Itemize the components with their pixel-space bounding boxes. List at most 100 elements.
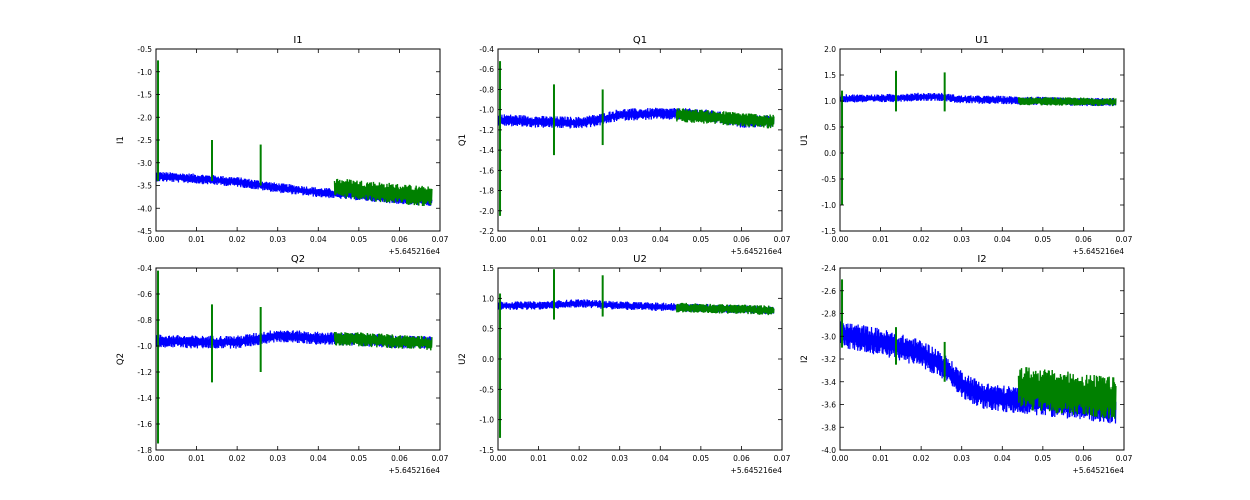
x-tick-label: 0.00	[148, 235, 165, 244]
y-tick-label: -3.4	[821, 378, 836, 387]
x-tick-label: 0.04	[994, 454, 1011, 463]
x-tick-label: 0.06	[391, 235, 408, 244]
x-tick-label: 0.07	[774, 454, 791, 463]
x-offset-label: +5.645216e4	[1073, 466, 1125, 475]
x-tick-label: 0.04	[310, 454, 327, 463]
subplot-title: Q1	[633, 35, 647, 46]
series-line	[675, 108, 775, 129]
y-tick-label: 0.0	[824, 149, 836, 158]
x-offset-label: +5.645216e4	[1073, 247, 1125, 256]
y-tick-label: -0.8	[479, 85, 494, 94]
subplot-q1: 0.00 0.01 0.02 0.03 0.04 0.05 0.06 0.07 -0.4 -0.6…	[458, 35, 791, 256]
x-tick-label: 0.07	[774, 235, 791, 244]
subplot-title: I1	[293, 35, 302, 46]
x-offset-label: +5.645216e4	[389, 466, 441, 475]
plot-area	[498, 268, 782, 450]
y-tick-label: -2.0	[479, 207, 494, 216]
series-line	[675, 302, 775, 316]
y-tick-label: 1.5	[482, 264, 494, 273]
series-group	[840, 70, 1117, 205]
x-tick-label: 0.07	[1116, 454, 1133, 463]
series-group	[156, 60, 433, 206]
y-tick-label: -1.0	[137, 342, 152, 351]
y-tick-label: 0.5	[482, 325, 494, 334]
y-tick-label: -1.8	[479, 187, 494, 196]
x-tick-label: 0.00	[832, 235, 849, 244]
y-tick-label: -1.5	[821, 227, 836, 236]
y-tick-label: -1.4	[137, 394, 152, 403]
y-tick-label: -1.8	[137, 446, 152, 455]
y-axis-label: I1	[116, 136, 126, 144]
y-tick-label: -1.0	[821, 201, 836, 210]
y-tick-label: 0.0	[482, 355, 494, 364]
y-tick-label: -3.2	[821, 355, 836, 364]
series-group	[498, 269, 775, 438]
subplot-title: U2	[633, 254, 647, 265]
y-tick-label: 1.0	[482, 294, 494, 303]
y-tick-label: -0.6	[137, 290, 152, 299]
series-group	[498, 61, 775, 216]
y-tick-label: -1.6	[479, 166, 494, 175]
x-tick-label: 0.03	[611, 235, 628, 244]
y-tick-label: -3.8	[821, 423, 836, 432]
x-tick-label: 0.01	[188, 454, 205, 463]
x-tick-label: 0.04	[652, 235, 669, 244]
y-tick-label: -0.5	[821, 175, 836, 184]
x-tick-label: 0.01	[530, 454, 547, 463]
axes-frame	[839, 48, 1125, 232]
x-offset-label: +5.645216e4	[731, 247, 783, 256]
x-tick-label: 0.05	[1035, 454, 1052, 463]
y-tick-label: -0.5	[479, 385, 494, 394]
y-tick-label: -4.0	[821, 446, 836, 455]
plot-area	[840, 268, 1124, 450]
y-tick-label: -1.0	[137, 68, 152, 77]
y-axis-label: U2	[458, 353, 468, 365]
x-tick-label: 0.04	[994, 235, 1011, 244]
y-tick-label: -2.2	[479, 227, 494, 236]
x-tick-label: 0.07	[432, 454, 449, 463]
y-tick-label: -1.0	[479, 106, 494, 115]
x-tick-label: 0.02	[913, 454, 930, 463]
x-tick-label: 0.04	[310, 235, 327, 244]
x-tick-label: 0.00	[490, 454, 507, 463]
y-tick-label: -1.5	[137, 91, 152, 100]
series-group	[156, 270, 433, 444]
y-tick-label: -1.5	[479, 446, 494, 455]
axes-frame	[155, 267, 441, 451]
x-tick-label: 0.05	[351, 454, 368, 463]
y-tick-label: -0.6	[479, 65, 494, 74]
y-tick-label: -2.4	[821, 264, 836, 273]
plot-area	[840, 49, 1124, 231]
subplot-q2: 0.00 0.01 0.02 0.03 0.04 0.05 0.06 0.07 -0.4 -0.6…	[116, 254, 449, 475]
axes-frame	[497, 48, 783, 232]
subplot-u2: 0.00 0.01 0.02 0.03 0.04 0.05 0.06 0.07 1.5 1.0 0.…	[458, 254, 791, 475]
y-tick-label: -2.5	[137, 136, 152, 145]
x-tick-label: 0.06	[1075, 235, 1092, 244]
y-tick-label: -0.4	[479, 45, 494, 54]
y-tick-label: -0.8	[137, 316, 152, 325]
y-tick-label: -1.2	[479, 126, 494, 135]
x-tick-label: 0.05	[1035, 235, 1052, 244]
y-tick-label: -1.6	[137, 420, 152, 429]
x-tick-label: 0.03	[269, 454, 286, 463]
y-tick-label: -3.5	[137, 182, 152, 191]
plot-area	[156, 268, 440, 450]
x-offset-label: +5.645216e4	[731, 466, 783, 475]
y-axis-label: Q1	[458, 134, 468, 146]
y-tick-label: 1.0	[824, 97, 836, 106]
series-line	[1017, 367, 1117, 419]
y-tick-label: -3.0	[821, 332, 836, 341]
x-tick-label: 0.00	[490, 235, 507, 244]
x-tick-label: 0.05	[693, 235, 710, 244]
y-axis-label: U1	[800, 134, 810, 146]
y-tick-label: -1.4	[479, 146, 494, 155]
subplot-i2: 0.00 0.01 0.02 0.03 0.04 0.05 0.06 0.07 -2.4 -2.6…	[800, 254, 1133, 475]
x-tick-label: 0.02	[571, 235, 588, 244]
x-tick-label: 0.02	[571, 454, 588, 463]
y-tick-label: -0.5	[137, 45, 152, 54]
x-tick-label: 0.06	[391, 454, 408, 463]
x-tick-label: 0.03	[269, 235, 286, 244]
x-tick-label: 0.05	[351, 235, 368, 244]
y-tick-label: -2.8	[821, 310, 836, 319]
plot-area	[498, 49, 782, 231]
